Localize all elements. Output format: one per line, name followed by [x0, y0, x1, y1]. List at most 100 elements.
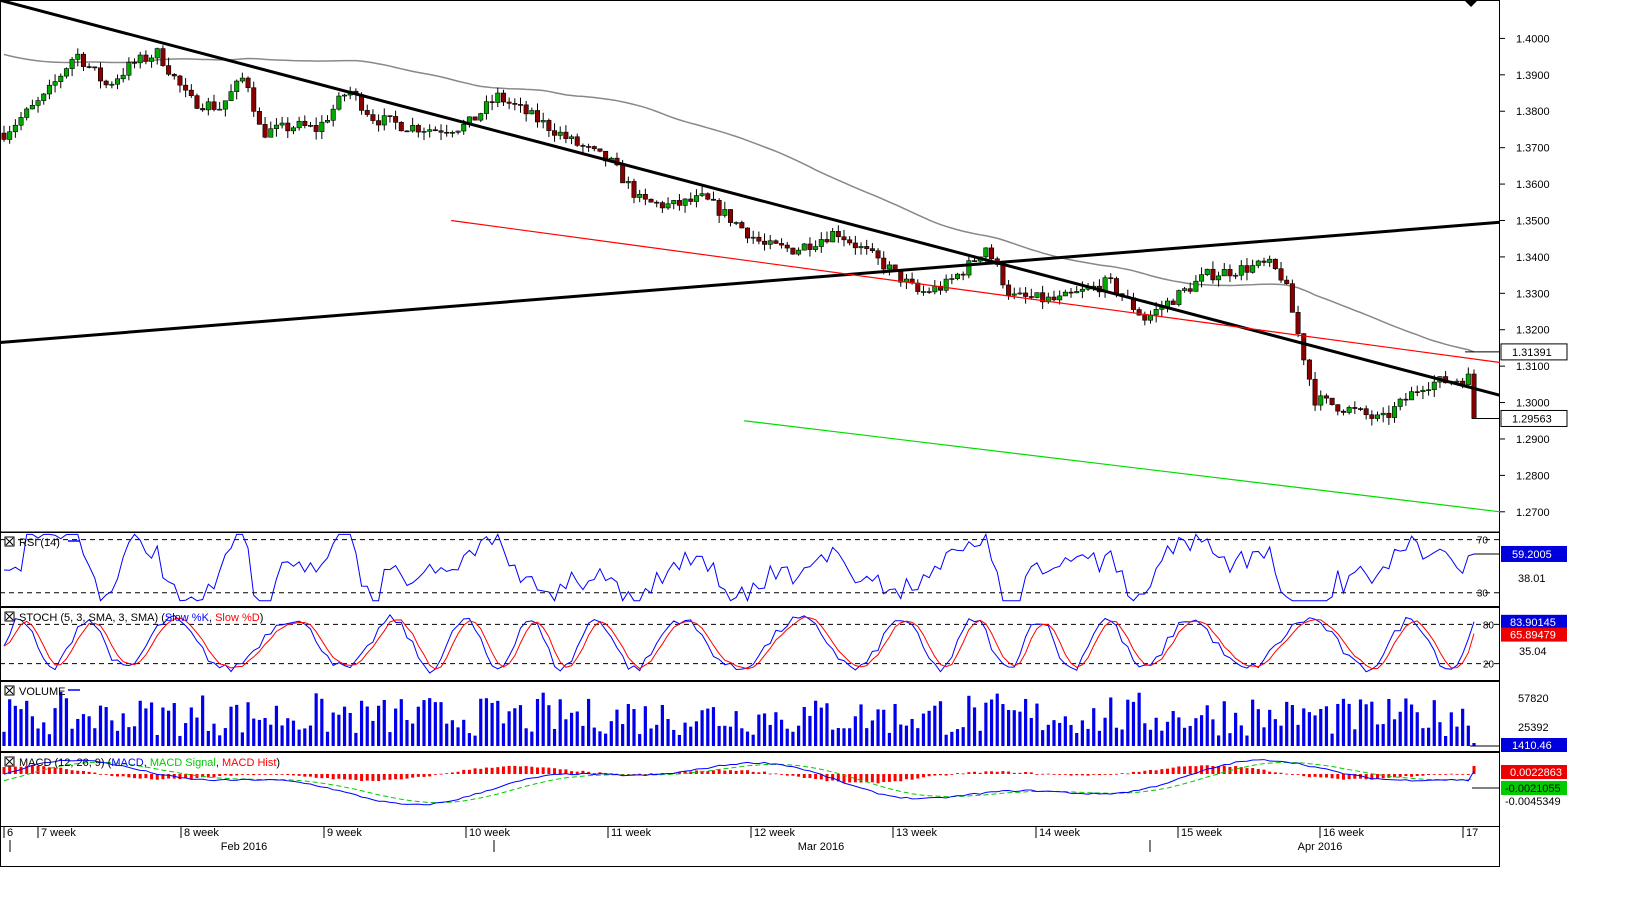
candle-body — [886, 264, 892, 270]
volume-bar — [1353, 729, 1357, 746]
rsi-level-label: 70 — [1477, 536, 1489, 547]
candle-body — [642, 194, 648, 200]
candle-body — [1210, 268, 1216, 281]
macd-hist-bar — [235, 774, 239, 776]
stoch-panel — [0, 607, 1500, 681]
macd-hist-bar — [1194, 766, 1198, 774]
volume-bar — [938, 701, 943, 746]
candle — [1221, 263, 1227, 277]
macd-hist-bar — [865, 774, 869, 783]
macd-hist-bar — [291, 774, 295, 776]
volume-bar — [848, 728, 852, 746]
candle-body — [398, 122, 404, 132]
time-axis — [0, 826, 1500, 867]
volume-bar — [439, 702, 443, 746]
candle — [1301, 333, 1307, 366]
candle-body — [847, 239, 853, 244]
candle — [943, 274, 949, 293]
volume-bar — [1461, 708, 1465, 746]
macd-hist-bar — [587, 771, 591, 774]
volume-tick-label: 25392 — [1518, 722, 1549, 734]
candle — [1165, 297, 1171, 313]
volume-bar — [745, 731, 750, 746]
macd-hist-bar — [1364, 774, 1368, 780]
candle — [506, 97, 512, 110]
macd-hist-bar — [1319, 774, 1323, 778]
volume-bar — [87, 716, 91, 746]
candle — [886, 261, 892, 276]
volume-bar — [666, 719, 670, 746]
candle-body — [955, 273, 961, 279]
macd-hist-bar — [518, 766, 522, 774]
macd-hist-bar — [1046, 773, 1050, 775]
macd-hist-bar — [229, 774, 233, 776]
macd-hist-bar — [286, 774, 290, 776]
volume-bar — [1324, 706, 1329, 746]
candle-body — [228, 91, 234, 102]
macd-hist-bar — [360, 774, 364, 782]
candle — [319, 115, 325, 139]
candle-body — [1397, 398, 1403, 407]
candle — [1028, 288, 1034, 300]
macd-hist-bar — [1075, 774, 1079, 776]
macd-hist-bar — [212, 774, 216, 778]
volume-bar — [1058, 722, 1062, 746]
candle — [1057, 290, 1063, 305]
macd-hist-bar — [1234, 766, 1238, 774]
candle-body — [115, 78, 121, 85]
price-tick-label: 1.2900 — [1516, 434, 1550, 446]
macd-hist-bar — [774, 773, 778, 775]
candle-body — [779, 243, 785, 246]
candle-body — [1238, 265, 1244, 276]
volume-bar — [1177, 717, 1181, 746]
candle — [535, 103, 541, 128]
scroll-end-marker-icon[interactable] — [1464, 0, 1478, 7]
candle-body — [427, 129, 433, 132]
volume-bar — [1069, 724, 1073, 746]
macd-hist-bar — [916, 774, 920, 779]
volume-bar — [246, 702, 250, 746]
candle — [835, 225, 841, 243]
macd-hist-bar — [496, 767, 500, 774]
macd-hist-bar — [933, 774, 937, 776]
candle-body — [336, 95, 342, 110]
volume-bar — [933, 705, 937, 746]
candle-body — [807, 243, 813, 250]
candle — [580, 143, 586, 154]
macd-hist-bar — [513, 765, 517, 774]
candle-body — [313, 125, 319, 132]
volume-bar — [70, 728, 74, 746]
macd-hist-bar — [1347, 774, 1351, 780]
macd-hist-bar — [1245, 768, 1249, 774]
candle-body — [1329, 397, 1335, 405]
candle — [801, 242, 807, 251]
candle — [920, 285, 926, 296]
volume-bar — [1063, 716, 1067, 746]
candle — [1414, 385, 1420, 397]
volume-bar — [660, 704, 664, 746]
macd-hist-bar — [263, 774, 267, 775]
candle — [24, 107, 30, 121]
candle-body — [881, 257, 887, 270]
macd-hist-bar — [1024, 771, 1028, 774]
candle — [427, 124, 433, 138]
volume-bar — [1347, 703, 1351, 746]
candle-body — [529, 110, 535, 115]
candle-body — [546, 120, 552, 131]
volume-bar — [1341, 698, 1346, 746]
ma-price-label: 1.31391 — [1512, 347, 1552, 359]
macd-hist-bar — [547, 767, 551, 774]
candle-body — [864, 246, 870, 249]
candle-body — [517, 104, 523, 106]
macd-hist-bar — [433, 774, 437, 775]
candle-body — [1040, 292, 1046, 303]
candle — [279, 116, 285, 129]
macd-hist-bar — [36, 765, 40, 774]
volume-bar — [331, 712, 335, 746]
candle — [302, 115, 308, 129]
volume-bar — [1194, 718, 1198, 746]
macd-hist-bar — [740, 770, 744, 774]
macd-hist-bar — [1097, 774, 1101, 776]
candle-body — [432, 129, 438, 132]
macd-close-icon-cross — [5, 757, 14, 766]
